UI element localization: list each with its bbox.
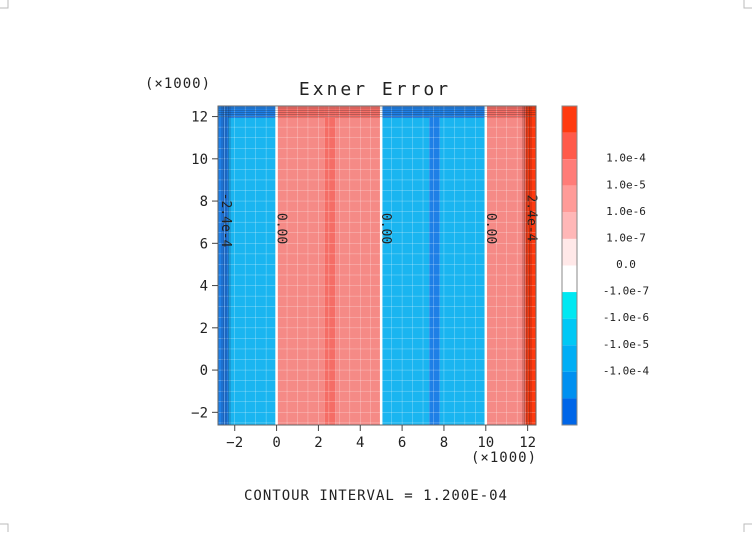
- fill-band: [276, 106, 325, 425]
- colorbar-swatch: [562, 159, 577, 186]
- fill-band: [324, 106, 336, 425]
- fill-band: [439, 106, 486, 425]
- colorbar-swatch: [562, 185, 577, 213]
- fill-band: [485, 106, 526, 425]
- colorbar-label: 1.0e-6: [606, 205, 646, 218]
- fill-band: [335, 106, 382, 425]
- x-multiplier-label: (×1000): [471, 450, 537, 466]
- y-tick-label: 12: [191, 110, 208, 126]
- x-tick-label: 2: [314, 435, 322, 451]
- y-multiplier-label: (×1000): [145, 76, 211, 92]
- y-tick-label: 4: [200, 279, 208, 295]
- x-axis: −2 0 2 4 6 8 10 12: [226, 425, 536, 451]
- contour-interval-footer: CONTOUR INTERVAL = 1.200E-04: [244, 488, 508, 504]
- fill-band: [381, 106, 430, 425]
- colorbar-swatch: [562, 398, 577, 425]
- top-boundary-strip: [439, 106, 486, 118]
- contour-label: 0.00: [378, 213, 393, 244]
- x-tick-label: 10: [477, 435, 494, 451]
- y-tick-label: 2: [200, 321, 208, 337]
- top-boundary-strip: [381, 106, 430, 118]
- fill-band: [429, 106, 440, 425]
- colorbar-label: 0.0: [616, 258, 636, 271]
- fill-band: [228, 106, 277, 425]
- colorbar-swatch: [562, 318, 577, 346]
- top-boundary-strip: [335, 106, 382, 118]
- x-tick-label: 12: [519, 435, 536, 451]
- colorbar-swatch: [562, 265, 577, 293]
- x-tick-label: −2: [226, 435, 243, 451]
- top-boundary-strip: [228, 106, 277, 118]
- colorbar-label: -1.0e-4: [603, 364, 650, 377]
- colorbar-swatch: [562, 106, 577, 133]
- colorbar-label: -1.0e-5: [603, 338, 649, 351]
- top-boundary-strip: [324, 106, 336, 118]
- contour-label: 2.4e-4: [524, 194, 539, 241]
- y-tick-label: −2: [191, 405, 208, 421]
- plot-frame: [217, 105, 537, 426]
- colorbar-label: 1.0e-4: [606, 152, 646, 165]
- colorbar-swatch: [562, 345, 577, 372]
- colorbar-swatch: [562, 212, 577, 239]
- colorbar-label: -1.0e-6: [603, 311, 649, 324]
- x-tick-label: 0: [272, 435, 280, 451]
- colorbar-frame: [561, 105, 578, 426]
- colorbar-label: 1.0e-5: [606, 178, 646, 191]
- colorbar-label: -1.0e-7: [603, 285, 649, 298]
- x-tick-label: 4: [356, 435, 364, 451]
- contour-label: -2.4e-4: [218, 193, 233, 248]
- y-tick-label: 8: [200, 194, 208, 210]
- colorbar-swatch: [562, 292, 577, 319]
- x-tick-label: 8: [440, 435, 448, 451]
- chart-title: Exner Error: [299, 79, 451, 100]
- top-boundary-strip: [218, 106, 229, 118]
- top-boundary-strip: [276, 106, 325, 118]
- colorbar: 1.0e-4 1.0e-5 1.0e-6 1.0e-7 0.0 -1.0e-7 -1.0e-…: [561, 105, 650, 426]
- y-tick-label: 10: [191, 152, 208, 168]
- top-boundary-strip: [429, 106, 440, 118]
- colorbar-swatch: [562, 371, 577, 399]
- y-tick-label: 0: [200, 363, 208, 379]
- contour-label: 0.00: [274, 213, 289, 244]
- contour-labels: -2.4e-4 0.00 0.00 0.00 2.4e-4: [218, 193, 538, 248]
- contour-label: 0.00: [483, 213, 498, 244]
- colorbar-swatch: [562, 238, 577, 266]
- y-axis: −2 0 2 4 6 8 10 12: [191, 110, 218, 421]
- fill-band: [218, 106, 229, 425]
- x-tick-label: 6: [398, 435, 406, 451]
- plot-fill: [218, 106, 536, 425]
- plot-contours: [218, 106, 536, 425]
- colorbar-label: 1.0e-7: [606, 231, 646, 244]
- colorbar-swatch: [562, 132, 577, 160]
- top-boundary-strip: [485, 106, 526, 118]
- y-tick-label: 6: [200, 236, 208, 252]
